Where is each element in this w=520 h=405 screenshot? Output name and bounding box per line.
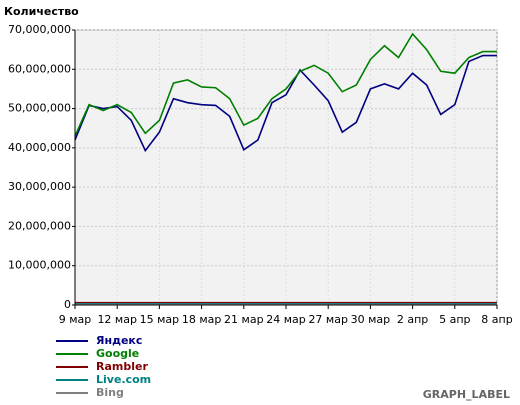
series-line xyxy=(74,54,497,153)
legend-label: Google xyxy=(96,347,139,360)
x-tick-label: 2 апр xyxy=(397,313,428,326)
y-tick-label: 50,000,000 xyxy=(8,102,71,115)
x-tick-label: 24 мар xyxy=(266,313,306,326)
y-tick-label: 0 xyxy=(64,298,71,311)
x-tick-label: 18 мар xyxy=(182,313,222,326)
graph-label: GRAPH_LABEL xyxy=(423,388,510,401)
legend-label: Яндекс xyxy=(96,334,142,347)
x-tick-label: 8 апр xyxy=(481,313,512,326)
y-tick-label: 20,000,000 xyxy=(8,219,71,232)
y-tick-label: 60,000,000 xyxy=(8,62,71,75)
series-line xyxy=(74,32,497,137)
x-tick-label: 5 апр xyxy=(439,313,470,326)
y-tick-label: 30,000,000 xyxy=(8,180,71,193)
x-tick-label: 15 мар xyxy=(140,313,180,326)
y-axis-title: Количество xyxy=(4,5,79,18)
x-tick-label: 27 мар xyxy=(308,313,348,326)
legend-label: Bing xyxy=(96,386,124,399)
legend-label: Rambler xyxy=(96,360,148,373)
x-tick-label: 12 мар xyxy=(97,313,137,326)
x-tick-label: 9 мар xyxy=(59,313,92,326)
x-tick-label: 21 мар xyxy=(224,313,264,326)
y-tick-label: 10,000,000 xyxy=(8,259,71,272)
x-tick-label: 30 мар xyxy=(351,313,391,326)
legend-label: Live.com xyxy=(96,373,151,386)
y-tick-label: 70,000,000 xyxy=(8,23,71,36)
y-tick-label: 40,000,000 xyxy=(8,141,71,154)
